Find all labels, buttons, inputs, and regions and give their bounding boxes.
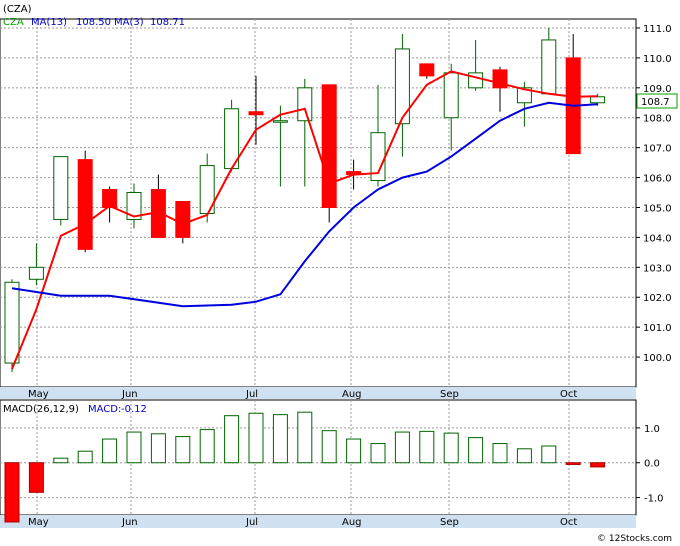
- candle-body: [394, 48, 410, 125]
- candle-body: [590, 96, 606, 104]
- macd-bar: [516, 448, 532, 464]
- candle-body: [272, 120, 288, 123]
- macd-x-tick-label: Aug: [342, 517, 362, 528]
- macd-bar: [346, 438, 362, 464]
- macd-bar: [77, 450, 93, 464]
- price-y-tick-label: 108.0: [643, 114, 672, 125]
- macd-bar: [419, 430, 435, 464]
- macd-bar: [321, 430, 337, 464]
- legend-ma3-label: MA(3): [114, 17, 144, 28]
- macd-bar: [4, 462, 20, 523]
- price-x-tick-label: Oct: [560, 389, 577, 400]
- macd-x-tick-label: May: [28, 517, 49, 528]
- candle-body: [175, 201, 191, 238]
- macd-bar: [272, 414, 288, 464]
- macd-bar: [565, 462, 581, 465]
- candle-body: [77, 159, 93, 250]
- macd-bar: [28, 462, 44, 493]
- macd-bar: [541, 445, 557, 464]
- macd-bar: [590, 462, 606, 468]
- macd-bar: [102, 438, 118, 464]
- price-y-tick-label: 105.0: [643, 203, 672, 214]
- macd-y-tick-label: 0.0: [644, 459, 660, 470]
- candle-body: [321, 84, 337, 208]
- macd-x-tick-label: Jul: [245, 517, 258, 528]
- price-y-tick-label: 100.0: [643, 353, 672, 364]
- macd-bar: [492, 443, 508, 464]
- macd-bar: [126, 431, 142, 464]
- candle-body: [53, 156, 69, 220]
- candle-body: [297, 87, 313, 122]
- macd-bar: [150, 433, 166, 464]
- macd-x-tick-label: Jun: [121, 517, 138, 528]
- ma-short-line: [11, 70, 598, 370]
- macd-x-tick-label: Oct: [560, 517, 577, 528]
- macd-title: MACD(26,12,9): [3, 404, 79, 415]
- macd-bar: [394, 431, 410, 464]
- candle-body: [419, 63, 435, 77]
- macd-bar: [224, 415, 240, 464]
- macd-bar: [370, 443, 386, 464]
- price-x-tick-label: Sep: [440, 389, 459, 400]
- price-y-tick-label: 103.0: [643, 263, 672, 274]
- price-y-tick-label: 101.0: [643, 323, 672, 334]
- macd-bar: [248, 412, 264, 464]
- candle-body: [248, 111, 264, 116]
- last-price-label: 108.7: [641, 97, 670, 108]
- axis-labels: 100.0 101.0 102.0 103.0 104.0 105.0 106.0 107.0…: [28, 24, 672, 528]
- legend-ma13-value: 108.50: [76, 17, 111, 28]
- price-x-tick-label: Aug: [342, 389, 362, 400]
- last-price-badge: [636, 93, 678, 109]
- macd-bar: [443, 432, 459, 464]
- price-x-tick-label: May: [28, 389, 49, 400]
- candle-body: [4, 281, 20, 364]
- legend-ma3-value: 108.71: [150, 17, 185, 28]
- price-x-tick-label: Jul: [245, 389, 258, 400]
- macd-bar: [53, 457, 69, 464]
- price-y-tick-label: 107.0: [643, 144, 672, 155]
- price-y-tick-label: 109.0: [643, 84, 672, 95]
- legend-series: CZA: [3, 17, 24, 28]
- price-y-tick-label: 110.0: [643, 54, 672, 65]
- price-y-tick-label: 104.0: [643, 233, 672, 244]
- candle-body: [443, 72, 459, 119]
- price-y-tick-label: 106.0: [643, 174, 672, 185]
- price-x-tick-label: Jun: [121, 389, 138, 400]
- chart-marks: [4, 27, 606, 523]
- macd-bar: [468, 437, 484, 464]
- candle-body: [541, 39, 557, 95]
- macd-legend-label: MACD:: [88, 404, 121, 415]
- candle-body: [126, 192, 142, 220]
- price-y-tick-label: 111.0: [643, 24, 672, 35]
- price-y-tick-label: 102.0: [643, 293, 672, 304]
- macd-bar: [175, 436, 191, 464]
- macd-y-tick-label: -1.0: [644, 494, 664, 505]
- macd-bar: [199, 429, 215, 464]
- candle-body: [28, 266, 44, 280]
- legend-ma13-label: MA(13): [31, 17, 67, 28]
- price-panel: [0, 18, 637, 388]
- price-x-axis-band: [0, 387, 636, 399]
- macd-legend-value: -0.12: [121, 404, 147, 415]
- candle-body: [516, 87, 532, 104]
- macd-x-tick-label: Sep: [440, 517, 459, 528]
- macd-bar: [297, 411, 313, 464]
- macd-x-axis-band: [0, 515, 636, 528]
- ma-long-line: [11, 101, 598, 308]
- footer-credit: © 12Stocks.com: [597, 534, 672, 544]
- candle-body: [102, 189, 118, 208]
- chart-title: (CZA): [3, 4, 32, 15]
- macd-y-tick-label: 1.0: [644, 424, 660, 435]
